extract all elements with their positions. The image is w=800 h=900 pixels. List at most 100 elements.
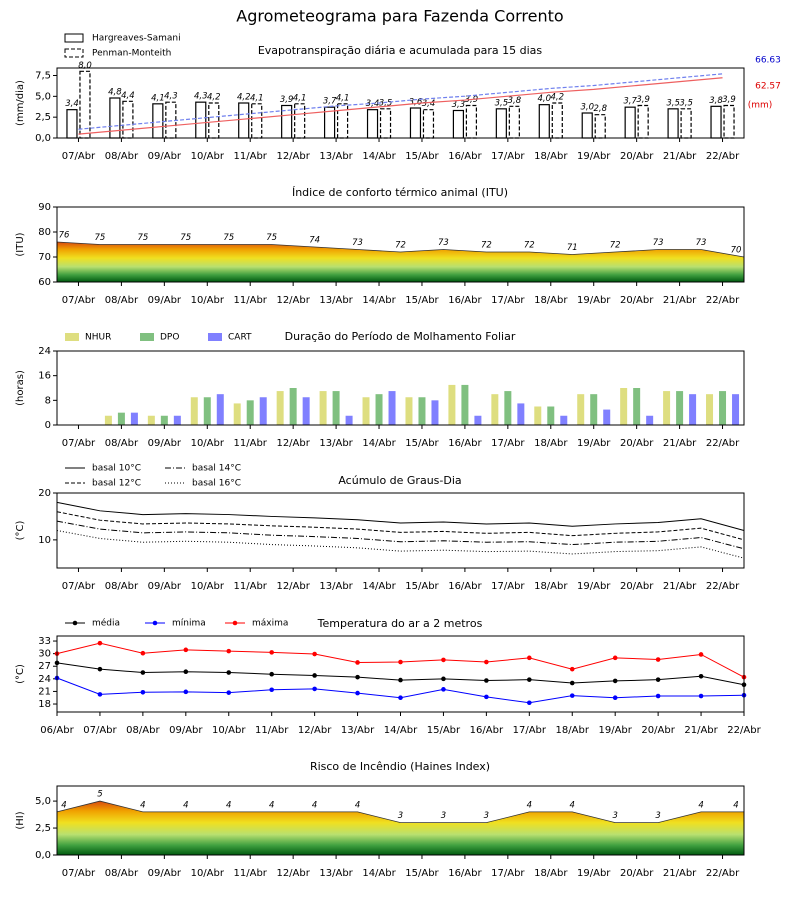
x-tick-label: 14/Abr	[362, 581, 396, 592]
marker	[527, 677, 532, 682]
marker	[398, 659, 403, 665]
legend-label: máxima	[252, 619, 288, 629]
bar	[66, 109, 78, 139]
bar	[422, 109, 435, 139]
marker	[97, 640, 103, 646]
value-label: 71	[567, 243, 578, 253]
marker	[226, 648, 232, 654]
y-tick-label: 20	[38, 488, 51, 499]
x-tick-label: 14/Abr	[362, 438, 396, 449]
x-tick-label: 10/Abr	[191, 581, 225, 592]
x-tick-label: 12/Abr	[298, 725, 332, 736]
chart-title: Duração do Período de Molhamento Foliar	[285, 330, 516, 343]
x-tick-label: 17/Abr	[491, 581, 525, 592]
y-tick-label: 80	[38, 227, 51, 238]
x-tick-label: 21/Abr	[663, 438, 697, 449]
y-tick-label: 60	[38, 277, 51, 288]
plot-frame	[56, 206, 745, 283]
x-tick-label: 07/Abr	[62, 295, 96, 306]
x-tick-label: 15/Abr	[405, 581, 439, 592]
value-label: 72	[395, 241, 406, 251]
bar	[332, 391, 340, 425]
x-tick-label: 12/Abr	[276, 868, 310, 879]
x-tick-label: 19/Abr	[577, 438, 611, 449]
value-label: 4	[698, 800, 703, 810]
y-tick-label: 0,0	[35, 133, 51, 144]
value-label: 3,5	[495, 98, 509, 108]
y-tick-label: 5,0	[35, 91, 51, 102]
plot-frame	[56, 635, 745, 713]
legend-label: DPO	[160, 333, 179, 343]
value-label: 73	[352, 238, 363, 248]
bar	[379, 108, 392, 139]
x-tick-label: 14/Abr	[362, 151, 396, 162]
area	[57, 242, 744, 282]
x-tick-label: 09/Abr	[148, 151, 182, 162]
bar	[366, 109, 379, 139]
y-axis-label: (°C)	[15, 664, 26, 684]
marker	[655, 657, 661, 662]
marker	[612, 695, 618, 701]
bar	[706, 394, 714, 425]
y-tick-label: 7,5	[35, 71, 51, 82]
y-axis-label: (horas)	[15, 370, 26, 406]
marker	[441, 687, 446, 692]
x-tick-label: 22/Abr	[706, 581, 740, 592]
x-tick-label: 17/Abr	[513, 725, 547, 736]
x-tick-label: 17/Abr	[491, 295, 525, 306]
value-label: 3,5	[379, 98, 393, 108]
bar	[109, 97, 121, 139]
marker	[355, 690, 360, 696]
value-label: 4,1	[336, 93, 350, 103]
x-tick-label: 11/Abr	[234, 581, 268, 592]
y-tick-label: 8	[45, 395, 51, 406]
marker	[226, 670, 232, 675]
x-tick-label: 16/Abr	[448, 581, 482, 592]
marker	[398, 677, 403, 683]
bar	[104, 415, 112, 425]
bar	[723, 104, 735, 139]
value-label: 3	[441, 811, 446, 821]
value-label: 4,0	[538, 94, 552, 104]
x-tick-label: 11/Abr	[234, 438, 268, 449]
bar	[719, 391, 727, 425]
marker	[655, 677, 661, 682]
legend-marker	[232, 620, 238, 626]
x-tick-label: 15/Abr	[405, 151, 439, 162]
bar	[603, 409, 611, 425]
value-label: 70	[731, 246, 742, 256]
annotation: 66.63	[755, 56, 781, 66]
marker	[484, 694, 489, 700]
x-tick-label: 16/Abr	[448, 438, 482, 449]
value-label: 4,1	[250, 93, 264, 103]
marker	[484, 659, 489, 665]
y-tick-label: 0	[45, 420, 51, 431]
x-tick-label: 18/Abr	[534, 438, 568, 449]
y-tick-label: 2,5	[35, 112, 51, 123]
legend-label: basal 16°C	[192, 479, 241, 489]
value-label: 4,4	[121, 91, 135, 101]
value-label: 76	[59, 231, 70, 241]
bar	[710, 105, 722, 139]
legend-label: mínima	[172, 619, 206, 629]
value-label: 4	[269, 800, 274, 810]
bar	[259, 397, 267, 425]
value-label: 3,8	[508, 96, 522, 106]
marker	[355, 674, 360, 680]
x-tick-label: 20/Abr	[620, 295, 654, 306]
marker	[612, 678, 618, 684]
value-label: 4,2	[551, 93, 565, 103]
x-tick-label: 22/Abr	[706, 295, 740, 306]
bar	[238, 102, 250, 139]
legend-label: basal 10°C	[92, 464, 141, 474]
bar	[646, 415, 654, 425]
bar	[663, 391, 671, 425]
x-tick-label: 13/Abr	[319, 151, 353, 162]
bar	[732, 394, 740, 425]
chart-title: Temperatura do ar a 2 metros	[317, 617, 483, 630]
x-tick-label: 17/Abr	[491, 151, 525, 162]
x-tick-label: 10/Abr	[191, 438, 225, 449]
legend-swatch	[65, 333, 79, 341]
series-line	[56, 520, 745, 550]
